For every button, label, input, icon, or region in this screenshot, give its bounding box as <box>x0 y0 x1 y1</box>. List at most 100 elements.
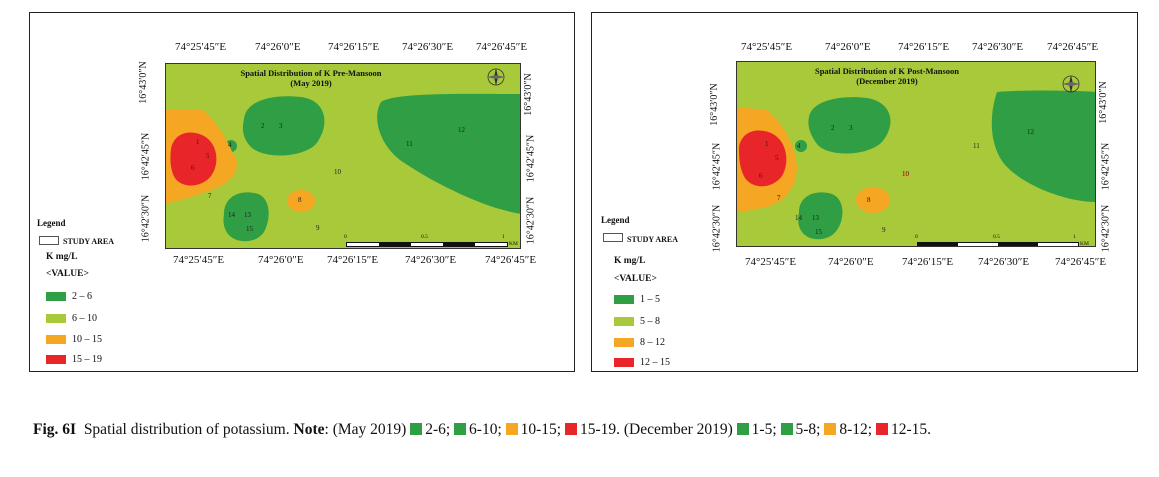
legend-swatch-1 <box>46 292 66 301</box>
map-title-line1: Spatial Distribution of K Post-Mansoon <box>814 66 960 76</box>
scale-half: 0.5 <box>993 234 1000 240</box>
station-6: 6 <box>191 164 195 172</box>
scale-0: 0 <box>915 234 918 240</box>
legend-swatch-2 <box>614 317 634 326</box>
study-area-swatch <box>603 233 623 242</box>
station-15: 15 <box>815 228 822 236</box>
legend-label-3: 8 – 12 <box>640 337 665 348</box>
right-coord-2: 16°42′45″N <box>1100 142 1112 191</box>
bottom-coord-4: 74°26′30″E <box>978 256 1030 268</box>
station-10: 10 <box>902 170 909 178</box>
legend-swatch-3 <box>46 335 66 344</box>
station-2: 2 <box>261 122 265 130</box>
map-title-line2: (December 2019) <box>856 76 918 86</box>
legend-label-3: 10 – 15 <box>72 334 102 345</box>
top-coord-5: 74°26′45″E <box>1047 41 1099 53</box>
bottom-coord-4: 74°26′30″E <box>405 254 457 266</box>
caption-may-1: 2-6; <box>425 421 451 438</box>
scale-1: 1 <box>1073 234 1076 240</box>
station-15: 15 <box>246 225 253 233</box>
k-distribution-map-may: Spatial Distribution of K Pre-Mansoon (M… <box>165 63 521 249</box>
bottom-coord-1: 74°25′45″E <box>173 254 225 266</box>
scale-unit: KM <box>509 241 518 247</box>
legend-swatch-1 <box>614 295 634 304</box>
station-4: 4 <box>797 142 801 150</box>
caption-swatch <box>875 423 888 435</box>
bottom-coord-3: 74°26′15″E <box>902 256 954 268</box>
station-12: 12 <box>1027 128 1034 136</box>
figure-number: Fig. 6I <box>33 421 77 438</box>
top-coord-4: 74°26′30″E <box>402 41 454 53</box>
map-title-line2: (May 2019) <box>290 78 332 88</box>
study-area-swatch <box>39 236 59 245</box>
top-coord-3: 74°26′15″E <box>898 41 950 53</box>
legend-label-2: 5 – 8 <box>640 316 660 327</box>
map-panel-may-2019: 74°25′45″E 74°26′0″E 74°26′15″E 74°26′30… <box>29 12 575 372</box>
caption-dec-2: 5-8; <box>795 421 821 438</box>
k-distribution-map-dec: Spatial Distribution of K Post-Mansoon (… <box>736 61 1096 247</box>
left-coord-3: 16°42′30″N <box>140 194 152 243</box>
bottom-coord-2: 74°26′0″E <box>828 256 874 268</box>
station-13: 13 <box>244 211 251 219</box>
legend-label-4: 12 – 15 <box>640 357 670 368</box>
caption-may-2: 6-10; <box>469 421 502 438</box>
left-coord-3: 16°42′30″N <box>711 204 723 253</box>
top-coord-4: 74°26′30″E <box>972 41 1024 53</box>
figure-caption: Fig. 6I Spatial distribution of potassiu… <box>33 421 931 438</box>
scale-unit: KM <box>1080 241 1089 247</box>
left-coord-1: 16°43′0″N <box>708 83 720 126</box>
north-arrow-icon <box>1062 75 1080 93</box>
legend-heading: Legend <box>601 215 630 225</box>
station-12: 12 <box>458 126 465 134</box>
caption-swatch <box>410 423 423 435</box>
legend-units: K mg/L <box>614 256 646 266</box>
station-1: 1 <box>765 140 769 148</box>
station-13: 13 <box>812 214 819 222</box>
legend-heading: Legend <box>37 218 66 228</box>
station-3: 3 <box>849 124 853 132</box>
station-7: 7 <box>208 192 212 200</box>
right-coord-1: 16°43′0″N <box>1097 81 1109 124</box>
caption-swatch <box>780 423 793 435</box>
station-8: 8 <box>867 196 871 204</box>
left-coord-1: 16°43′0″N <box>137 61 149 104</box>
caption-swatch <box>824 423 837 435</box>
legend-label-1: 2 – 6 <box>72 291 92 302</box>
legend-value: <VALUE> <box>46 269 89 279</box>
station-14: 14 <box>228 211 235 219</box>
caption-may-3: 10-15; <box>520 421 562 438</box>
top-coord-2: 74°26′0″E <box>255 41 301 53</box>
caption-may: (May 2019) <box>332 421 407 438</box>
legend-label-1: 1 – 5 <box>640 294 660 305</box>
bottom-coord-2: 74°26′0″E <box>258 254 304 266</box>
bottom-coord-3: 74°26′15″E <box>327 254 379 266</box>
legend-units: K mg/L <box>46 252 78 262</box>
caption-swatch <box>736 423 749 435</box>
map-title-may: Spatial Distribution of K Pre-Mansoon (M… <box>236 68 386 88</box>
north-arrow-icon <box>487 68 505 86</box>
scale-bar-dec <box>917 242 1079 246</box>
caption-may-4: 15-19. <box>579 421 621 438</box>
bottom-coord-1: 74°25′45″E <box>745 256 797 268</box>
right-coord-3: 16°42′30″N <box>1100 204 1112 253</box>
right-coord-2: 16°42′45″N <box>525 134 537 183</box>
legend-value: <VALUE> <box>614 274 657 284</box>
caption-dec-4: 12-15. <box>890 421 931 438</box>
scale-half: 0.5 <box>421 234 428 240</box>
caption-swatch <box>564 423 577 435</box>
top-coord-2: 74°26′0″E <box>825 41 871 53</box>
caption-text: Spatial distribution of potassium. <box>83 421 290 438</box>
station-4: 4 <box>228 141 232 149</box>
caption-dec-3: 8-12; <box>839 421 873 438</box>
study-area-label: STUDY AREA <box>627 235 679 244</box>
scale-1: 1 <box>502 234 505 240</box>
station-9: 9 <box>882 226 886 234</box>
station-9: 9 <box>316 224 320 232</box>
right-coord-3: 16°42′30″N <box>525 196 537 245</box>
top-coord-5: 74°26′45″E <box>476 41 528 53</box>
station-5: 5 <box>206 152 210 160</box>
legend-swatch-3 <box>614 338 634 347</box>
note-label: Note <box>293 421 325 438</box>
station-3: 3 <box>279 122 283 130</box>
station-11: 11 <box>406 140 413 148</box>
